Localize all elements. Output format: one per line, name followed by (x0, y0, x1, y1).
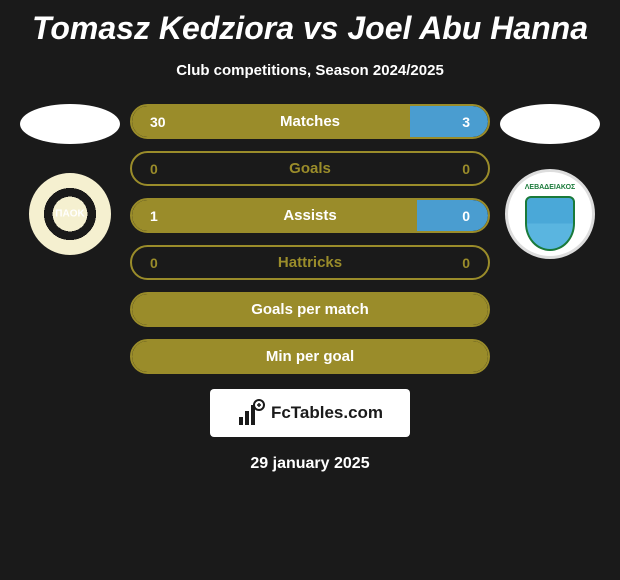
bar-right-fill (417, 200, 488, 231)
fctables-label: FcTables.com (271, 403, 383, 423)
comparison-card: Tomasz Kedziora vs Joel Abu Hanna Club c… (0, 0, 620, 483)
fctables-badge[interactable]: FcTables.com (210, 389, 410, 437)
stat-label: Assists (283, 207, 336, 224)
shield-icon (525, 196, 575, 251)
page-title: Tomasz Kedziora vs Joel Abu Hanna (0, 10, 620, 47)
club-badge-right (505, 169, 595, 259)
stat-label: Goals per match (251, 301, 369, 318)
main-row: Matches303Goals00Assists10Hattricks00Goa… (0, 104, 620, 374)
club-badge-left (25, 169, 115, 259)
bar-left-fill (132, 200, 417, 231)
stat-left-value: 0 (150, 255, 158, 271)
stat-label: Hattricks (278, 254, 342, 271)
player-right-face (500, 104, 600, 144)
stat-label: Goals (289, 160, 331, 177)
stat-row: Matches 30 3 (130, 104, 490, 139)
player-left-col (20, 104, 120, 259)
stat-left-value: 0 (150, 161, 158, 177)
stat-label: Min per goal (266, 348, 354, 365)
stat-left-value: 1 (150, 208, 158, 224)
stat-row: Goals 0 0 (130, 151, 490, 186)
stat-row: Goals per match (130, 292, 490, 327)
bar-left-fill (132, 106, 410, 137)
stat-row: Assists 1 0 (130, 198, 490, 233)
player-left-face (20, 104, 120, 144)
player-right-col (500, 104, 600, 259)
stat-right-value: 0 (462, 161, 470, 177)
stat-left-value: 30 (150, 114, 166, 130)
stats-bars: Matches303Goals00Assists10Hattricks00Goa… (130, 104, 490, 374)
stat-row: Hattricks 0 0 (130, 245, 490, 280)
fctables-icon (237, 399, 265, 427)
subtitle: Club competitions, Season 2024/2025 (0, 62, 620, 79)
stat-row: Min per goal (130, 339, 490, 374)
stat-right-value: 0 (462, 208, 470, 224)
stat-right-value: 0 (462, 255, 470, 271)
stat-right-value: 3 (462, 114, 470, 130)
date-label: 29 january 2025 (0, 455, 620, 473)
stat-label: Matches (280, 113, 340, 130)
bar-right-fill (410, 106, 488, 137)
